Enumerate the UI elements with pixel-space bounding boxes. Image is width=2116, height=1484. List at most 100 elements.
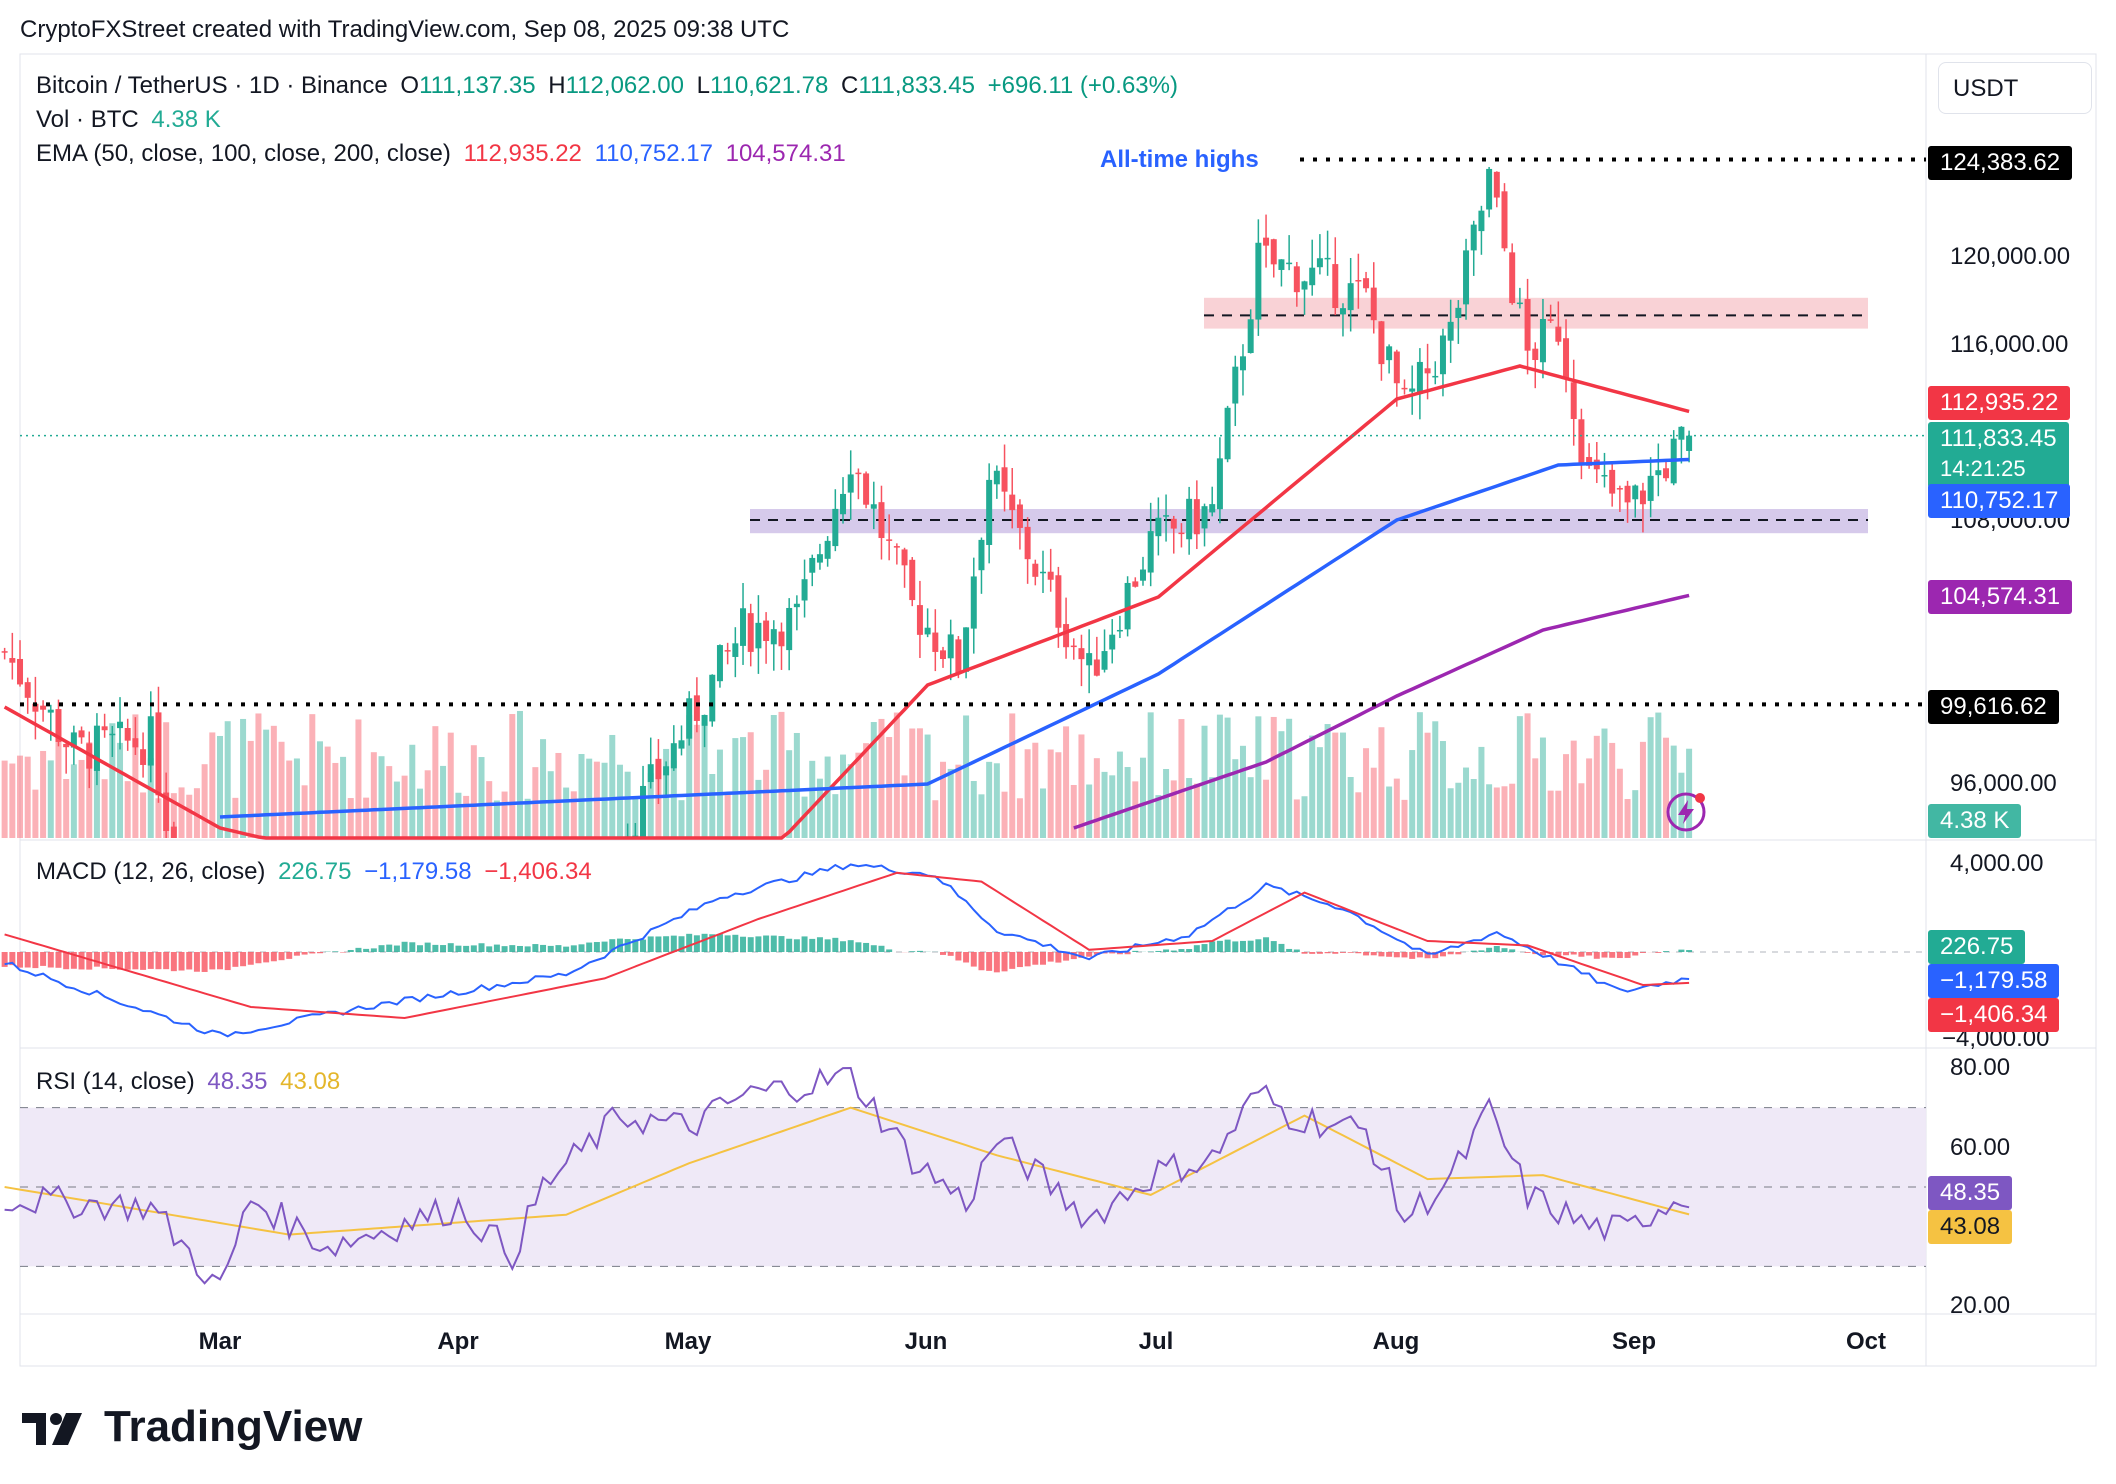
volume-bar	[1086, 784, 1093, 838]
macd-hist-price-label: 226.75	[1928, 930, 2026, 964]
macd-histogram-bar	[1, 952, 8, 967]
macd-histogram-bar	[86, 952, 93, 970]
candle-body	[1455, 307, 1462, 318]
candle-body	[709, 674, 716, 722]
candle-body	[947, 634, 954, 659]
macd-signal-price-label: −1,406.34	[1928, 998, 2060, 1032]
ema100-price-label: 110,752.17	[1928, 484, 2071, 518]
macd-histogram-bar	[493, 944, 500, 952]
volume-bar	[93, 761, 100, 838]
macd-histogram-bar	[678, 936, 685, 952]
candle-body	[716, 645, 723, 682]
volume-bar	[240, 718, 247, 838]
volume-bar	[1055, 752, 1062, 838]
candle-body	[47, 709, 54, 713]
candle-body	[1486, 168, 1493, 210]
candle-body	[63, 743, 70, 748]
volume-bar	[370, 752, 377, 838]
volume-label[interactable]: Vol · BTC	[36, 106, 139, 133]
volume-bar	[1409, 750, 1416, 838]
rsi-label[interactable]: RSI (14, close)	[36, 1068, 195, 1095]
macd-histogram-bar	[1439, 952, 1446, 957]
macd-histogram-bar	[1001, 952, 1008, 972]
macd-histogram-bar	[1186, 949, 1193, 952]
candle-body	[40, 705, 47, 710]
macd-histogram-bar	[209, 952, 216, 970]
volume-bar	[1532, 758, 1539, 838]
candle-body	[1639, 490, 1646, 505]
month-apr: Apr	[437, 1328, 479, 1355]
macd-histogram-bar	[1286, 948, 1293, 952]
volume-bar	[1470, 779, 1477, 838]
volume-bar	[278, 741, 285, 838]
candlesticks[interactable]	[1, 166, 1693, 838]
volume-bar	[1001, 791, 1008, 838]
candle-body	[686, 698, 693, 739]
rsi-tick-60: 60.00	[1950, 1134, 2011, 1161]
candle-body	[1193, 499, 1200, 535]
last-price-value: 111,833.45	[1940, 425, 2057, 452]
macd-histogram-bar	[701, 933, 708, 952]
candle-body	[724, 650, 731, 652]
macd-histogram-bar	[217, 952, 223, 970]
macd-histogram-bar	[670, 935, 677, 952]
candle-body	[1547, 319, 1554, 321]
macd-histogram-bar	[855, 942, 862, 952]
candle-body	[993, 470, 1000, 485]
candle-body	[1401, 387, 1408, 390]
tradingview-logo[interactable]: TradingView	[22, 1402, 362, 1452]
macd-histogram-bar	[509, 945, 516, 952]
macd-histogram-bar	[1301, 952, 1308, 954]
volume-bar	[1339, 732, 1346, 838]
macd-histogram-bar	[178, 952, 185, 971]
volume-bar	[1, 760, 8, 838]
macd-histogram-bar	[1563, 952, 1570, 956]
volume-bar	[847, 764, 854, 838]
macd-histogram-bar	[863, 942, 870, 952]
candle-body	[170, 826, 177, 838]
candle-body	[1201, 506, 1208, 529]
volume-bar	[1024, 749, 1031, 838]
candle-body	[932, 632, 939, 652]
macd-histogram-bar	[132, 952, 139, 970]
all-time-high-annotation: All-time highs	[1100, 146, 1259, 173]
macd-hist-value: 226.75	[278, 858, 352, 885]
candle-body	[1439, 335, 1446, 375]
volume-bar	[9, 763, 16, 838]
volume-bar	[1439, 741, 1446, 838]
symbol-name[interactable]: Bitcoin / TetherUS · 1D · Binance	[36, 72, 388, 99]
candle-body	[1447, 321, 1454, 341]
open-value: 111,137.35	[419, 72, 536, 99]
macd-histogram-bar	[1416, 952, 1423, 958]
volume-bar	[424, 770, 431, 838]
volume-bar	[1501, 786, 1508, 838]
ema-label[interactable]: EMA (50, close, 100, close, 200, close)	[36, 140, 451, 167]
candle-body	[1001, 467, 1008, 492]
support-zone	[750, 509, 1868, 534]
currency-button[interactable]: USDT	[1938, 62, 2092, 114]
volume-bar	[1424, 732, 1431, 838]
macd-histogram-bar	[1370, 952, 1377, 956]
volume-bar	[1401, 799, 1408, 838]
ema100-value: 110,752.17	[594, 140, 713, 167]
volume-bar	[1616, 768, 1623, 838]
volume-bar	[616, 764, 623, 838]
macd-histogram-bar	[1347, 952, 1354, 953]
macd-histogram-bar	[540, 944, 547, 952]
candle-body	[117, 721, 124, 729]
volume-bar	[540, 739, 547, 838]
macd-label[interactable]: MACD (12, 26, close)	[36, 858, 266, 885]
macd-histogram-bar	[1386, 952, 1393, 957]
macd-histogram-bar	[563, 946, 570, 952]
volume-bar	[970, 780, 977, 838]
macd-histogram-bar	[1109, 952, 1116, 954]
macd-histogram-bar	[570, 945, 577, 952]
candle-body	[1539, 318, 1546, 363]
volume-bar	[1639, 741, 1646, 838]
macd-histogram-bar	[140, 952, 147, 970]
macd-histogram-bar	[1063, 952, 1070, 961]
macd-histogram-bar	[1616, 952, 1623, 959]
macd-histogram-bar	[555, 945, 562, 952]
lightning-icon[interactable]	[1664, 790, 1708, 834]
